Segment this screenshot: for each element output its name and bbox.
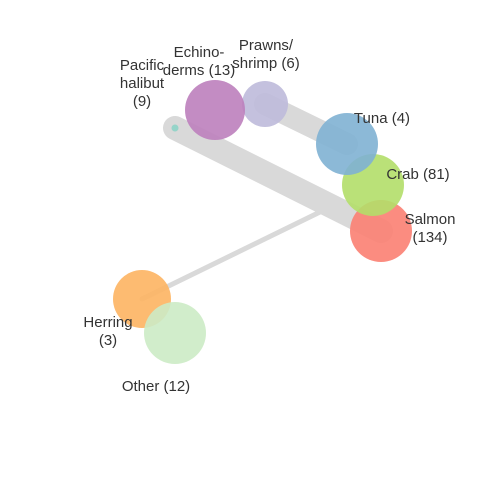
node-label-tuna: Tuna (4) xyxy=(354,110,410,127)
node-label-prawns: Prawns/shrimp (6) xyxy=(232,37,300,72)
edge-pacific-halibut-salmon xyxy=(163,116,393,243)
node-echinoderms xyxy=(185,80,245,140)
node-salmon xyxy=(350,200,412,262)
node-label-echinoderms: Echino-derms (13) xyxy=(163,44,236,79)
node-label-salmon: Salmon (134) xyxy=(405,211,456,246)
node-tuna xyxy=(316,113,378,175)
node-other xyxy=(144,302,206,364)
label-layer: Salmon (134) Crab (81) Tuna (4) Prawns/shrim… xyxy=(83,37,455,395)
node-layer xyxy=(113,80,412,364)
node-label-herring: Herring (3) xyxy=(83,314,132,349)
node-prawns xyxy=(242,81,288,127)
node-label-other: Other (12) xyxy=(122,378,190,395)
node-label-crab: Crab (81) xyxy=(386,166,449,183)
node-pacific-halibut xyxy=(171,124,179,132)
node-label-pacific-halibut: Pacific halibut (9) xyxy=(120,57,165,110)
edge-herring-salmon xyxy=(139,209,323,302)
